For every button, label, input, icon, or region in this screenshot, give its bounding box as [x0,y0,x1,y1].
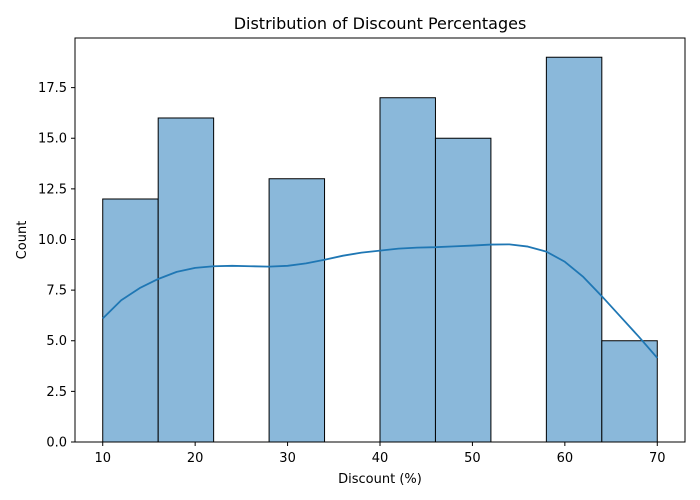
x-tick-label: 10 [94,451,111,466]
x-tick-label: 50 [464,451,481,466]
x-tick-label: 60 [557,451,574,466]
y-tick-label: 17.5 [38,81,67,96]
x-tick-label: 40 [372,451,389,466]
y-tick-label: 0.0 [46,436,67,451]
y-axis-label: Count [15,221,30,260]
histogram-bar-3 [268,178,326,443]
x-tick-label: 20 [187,451,204,466]
axes-group: 10 20 30 40 50 60 70 0.0 2.5 5.0 7.5 10.0 12.5 15.0 17… [38,37,686,466]
chart-title: Distribution of Discount Percentages [234,14,527,33]
y-tick-label: 7.5 [46,284,67,299]
x-tick-label: 30 [279,451,296,466]
histogram-bar-8 [545,56,603,443]
histogram-bar-5 [379,97,436,443]
kde-line [102,243,658,359]
histogram-bar-0 [102,198,159,443]
y-tick-label: 15.0 [38,132,67,147]
histogram-bar-6 [434,137,492,443]
y-tick-label: 5.0 [46,334,67,349]
kde-group [102,243,658,359]
x-tick-label: 70 [649,451,666,466]
x-axis-label: Discount (%) [338,472,422,487]
bars-group [102,56,658,443]
y-tick-label: 2.5 [46,385,67,400]
y-tick-label: 10.0 [38,233,67,248]
histogram-bar-1 [157,117,215,443]
y-tick-label: 12.5 [38,182,67,197]
histogram-bar-9 [601,340,658,443]
